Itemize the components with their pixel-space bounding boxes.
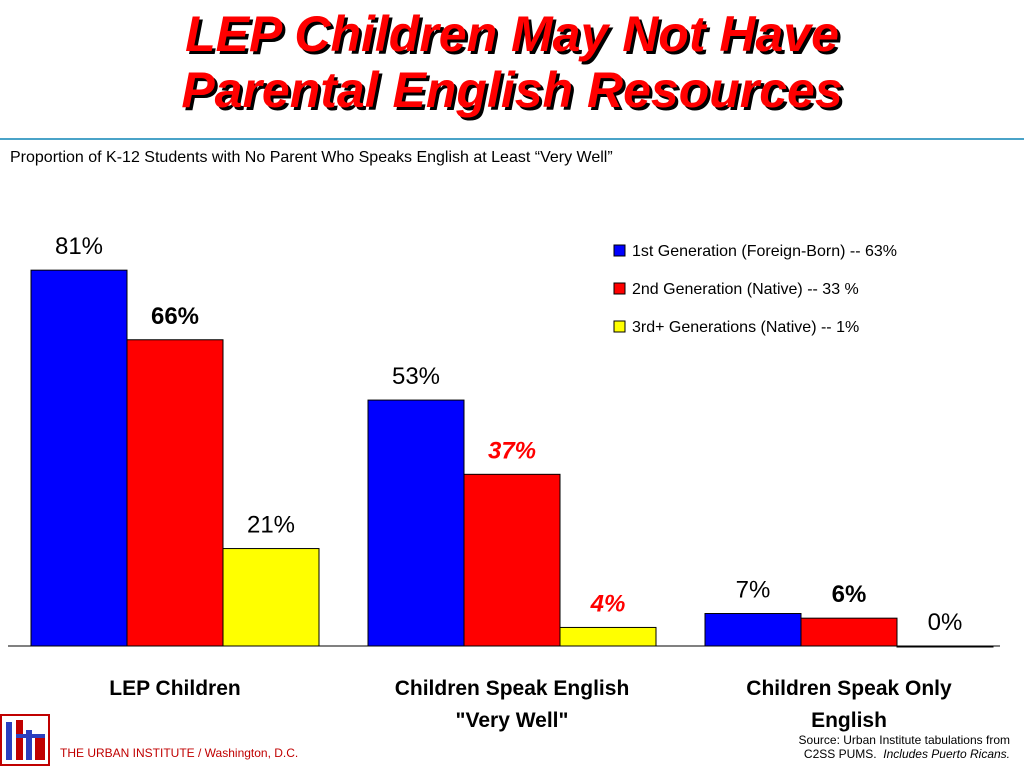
category-label: English [811,709,887,732]
source-line-2: C2SS PUMS. Includes Puerto Ricans. [799,747,1010,761]
source-note: Source: Urban Institute tabulations from… [799,733,1010,761]
source-note-italic: Includes Puerto Ricans. [883,747,1010,761]
data-label: 66% [151,303,199,330]
data-label: 6% [832,581,867,608]
bar-children-speak-only-english-series-2 [800,617,898,647]
bar-lep-children-series-3 [222,548,320,647]
category-label: LEP Children [109,677,240,700]
legend-entry: 3rd+ Generations (Native) -- 1% [632,319,859,336]
bar-children-speak-only-english-series-3 [896,645,994,648]
chart-subtitle: Proportion of K-12 Students with No Pare… [10,149,613,166]
data-label: 7% [736,577,771,604]
bar-children-speak-english-very-well-series-3 [559,626,657,647]
urban-institute-logo-icon [0,714,50,766]
data-label: 0% [928,609,963,636]
data-label: 4% [590,590,626,617]
bar-lep-children-series-1 [30,269,128,647]
title-line-2: Parental English Resources [181,62,843,118]
legend-entry: 1st Generation (Foreign-Born) -- 63% [632,243,897,260]
category-label: Children Speak English [395,677,630,700]
organization-footer: THE URBAN INSTITUTE / Washington, D.C. [60,746,299,760]
data-label: 37% [488,437,536,464]
bar-lep-children-series-2 [126,339,224,647]
title-divider [0,138,1024,140]
title-line-1: LEP Children May Not Have [185,6,839,62]
legend-swatch [613,282,626,295]
legend-swatch [613,244,626,257]
legend-swatch [613,320,626,333]
source-dataset: C2SS PUMS. [803,747,877,761]
data-label: 81% [55,233,103,260]
data-label: 21% [247,512,295,539]
bar-children-speak-english-very-well-series-2 [463,473,561,647]
chart-title: LEP Children May Not Have Parental Engli… [0,6,1024,118]
category-label: Children Speak Only [746,677,952,700]
bar-children-speak-only-english-series-1 [704,613,802,647]
category-label: "Very Well" [456,709,569,732]
legend-entry: 2nd Generation (Native) -- 33 % [632,281,859,298]
data-label: 53% [392,363,440,390]
bar-children-speak-english-very-well-series-1 [367,399,465,647]
source-line-1: Source: Urban Institute tabulations from [798,733,1010,747]
